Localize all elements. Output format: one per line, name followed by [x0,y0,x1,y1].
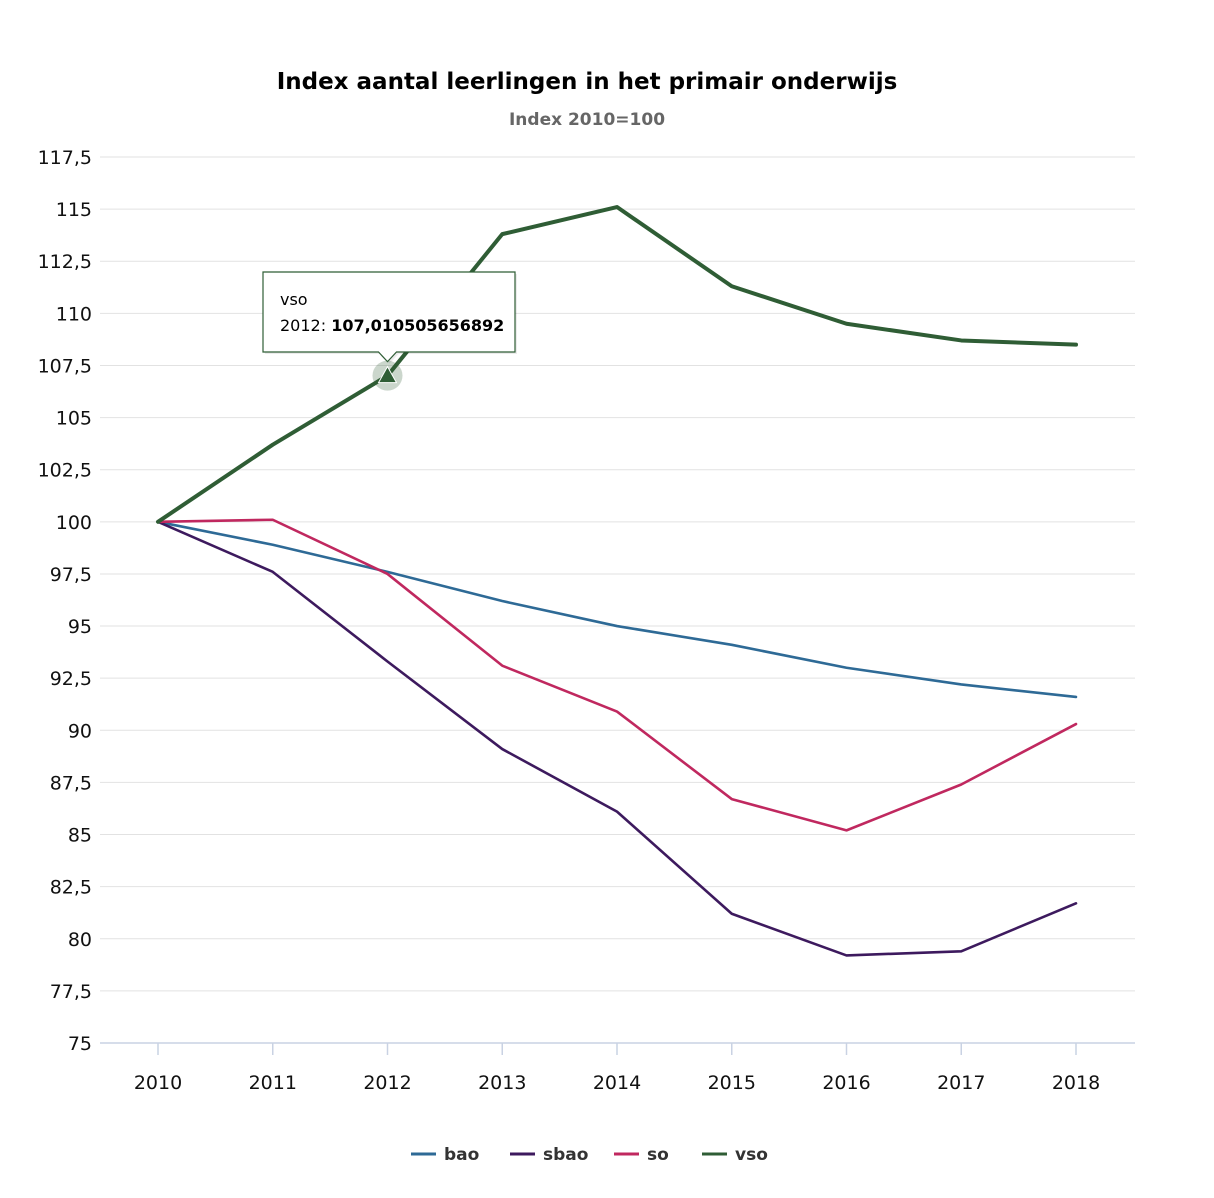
series-line-vso [156,205,1078,524]
legend-label: so [647,1145,669,1165]
y-tick-label: 110 [56,303,92,325]
tooltip-value: 107,010505656892 [331,316,504,335]
x-tick-label: 2016 [822,1072,870,1094]
y-tick-label: 112,5 [38,251,92,273]
y-axis-ticks: 75 77,5 80 82,5 85 87,5 90 92,5 95 97,5 100 102,5 10… [38,147,92,1055]
x-tick-label: 2018 [1052,1072,1100,1094]
y-tick-label: 77,5 [50,981,92,1003]
y-tick-label: 102,5 [38,460,92,482]
chart-subtitle: Index 2010=100 [509,110,665,130]
y-tick-label: 115 [56,199,92,221]
y-tick-label: 82,5 [50,877,92,899]
tooltip-x-label: 2012: [280,316,331,335]
x-tick-label: 2014 [593,1072,641,1094]
y-tick-label: 75 [68,1033,92,1055]
y-tick-label: 90 [68,720,92,742]
series-line-so [156,518,1078,832]
legend-item-vso[interactable]: vso [702,1145,768,1165]
y-tick-label: 105 [56,408,92,430]
tooltip-box [262,271,516,363]
legend-label: bao [444,1145,479,1165]
legend-item-sbao[interactable]: sbao [510,1145,588,1165]
y-tick-label: 117,5 [38,147,92,169]
x-tick-label: 2010 [134,1072,182,1094]
tooltip-series-name: vso [280,290,308,309]
legend-label: vso [735,1145,768,1165]
y-tick-label: 95 [68,616,92,638]
x-tick-label: 2012 [363,1072,411,1094]
chart-title: Index aantal leerlingen in het primair o… [277,69,898,95]
y-tick-label: 87,5 [50,772,92,794]
legend-label: sbao [543,1145,588,1165]
series-line-sbao [156,520,1078,957]
series-line-bao [156,520,1078,699]
series-group [156,205,1078,957]
y-tick-label: 97,5 [50,564,92,586]
y-tick-label: 100 [56,512,92,534]
x-tick-label: 2017 [937,1072,985,1094]
tooltip: vso 2012: 107,010505656892 [262,271,517,391]
y-tick-label: 92,5 [50,668,92,690]
x-tick-label: 2015 [708,1072,756,1094]
y-tick-label: 85 [68,825,92,847]
legend: bao sbao so vso [411,1145,768,1165]
y-tick-label: 80 [68,929,92,951]
tooltip-value-line: 2012: 107,010505656892 [280,316,504,335]
grid-lines [100,156,1135,992]
x-axis: 2010 2011 2012 2013 2014 2015 2016 2017 2018 [100,1042,1135,1094]
x-tick-label: 2013 [478,1072,526,1094]
legend-item-bao[interactable]: bao [411,1145,479,1165]
hover-marker [377,365,398,384]
y-tick-label: 107,5 [38,355,92,377]
x-tick-label: 2011 [249,1072,297,1094]
legend-item-so[interactable]: so [614,1145,669,1165]
